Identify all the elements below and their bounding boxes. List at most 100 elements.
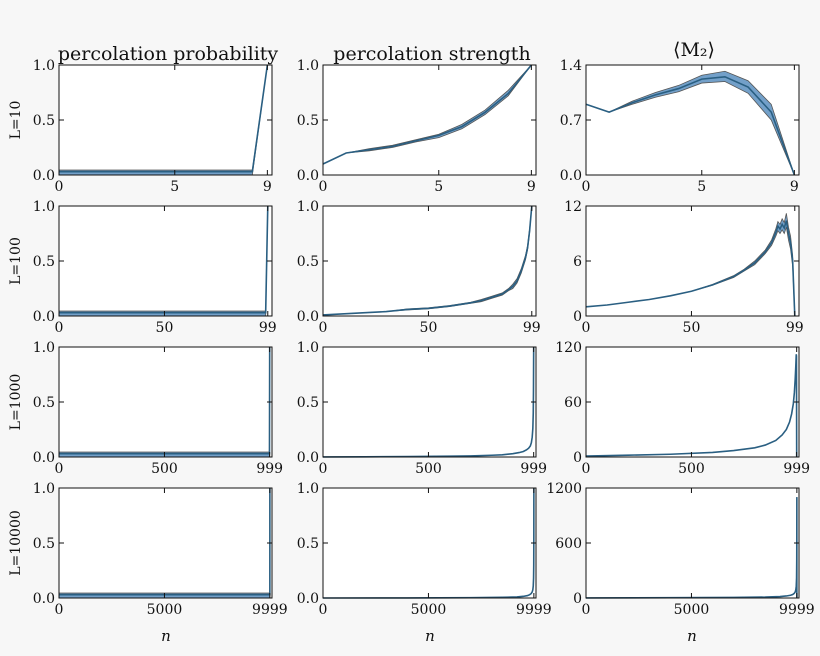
y-tick-label: 0 — [573, 309, 582, 325]
x-tick-label: 999 — [256, 461, 283, 477]
axes-frame — [585, 205, 800, 317]
x-tick-label: 5 — [697, 179, 706, 195]
y-tick-label: 1.0 — [297, 199, 319, 215]
x-tick-label: 5000 — [674, 602, 710, 618]
series-line-mean — [585, 354, 798, 458]
row-label-l10000: L=10000 — [8, 510, 24, 576]
x-tick-label: 0 — [55, 602, 64, 618]
x-tick-label: 99 — [259, 320, 277, 336]
x-tick-label: 5 — [170, 179, 179, 195]
y-tick-label: 0.0 — [560, 168, 582, 184]
x-tick-label: 50 — [156, 320, 174, 336]
axes-frame — [322, 64, 537, 176]
x-tick-label: 9 — [790, 179, 799, 195]
series-line-mean — [322, 205, 533, 316]
y-tick-label: 120 — [555, 340, 582, 356]
x-tick-label: 99 — [523, 320, 541, 336]
series-line-mean — [322, 64, 532, 165]
x-tick-label: 0 — [55, 461, 64, 477]
subplot-r3-c2: 0 5000 9999 0 600 1200 — [546, 481, 814, 618]
y-tick-label: 0.0 — [33, 450, 55, 466]
y-tick-label: 0.0 — [33, 309, 55, 325]
col-title-m2: ⟨M₂⟩ — [673, 39, 715, 61]
col-title-percolation-probability: percolation probability — [58, 43, 279, 65]
y-tick-label: 12 — [564, 199, 582, 215]
y-tick-label: 1.0 — [297, 58, 319, 74]
x-tick-label: 9999 — [779, 602, 815, 618]
y-tick-label: 60 — [564, 395, 582, 411]
x-tick-label: 9 — [527, 179, 536, 195]
subplot-r2-c0: 0 500 999 0.0 0.5 1.0 — [33, 340, 283, 477]
y-tick-label: 0.5 — [33, 395, 55, 411]
row-label-l10: L=10 — [8, 101, 24, 140]
series-line-mean — [322, 346, 535, 458]
y-tick-label: 0.7 — [560, 113, 582, 129]
x-tick-label: 500 — [151, 461, 178, 477]
y-tick-label: 1.0 — [33, 199, 55, 215]
x-tick-label: 50 — [683, 320, 701, 336]
y-tick-label: 0.0 — [297, 591, 319, 607]
x-tick-label: 9999 — [516, 602, 552, 618]
x-tick-label: 0 — [582, 320, 591, 336]
subplot-r2-c2: 0 500 999 0 60 120 — [555, 340, 810, 477]
y-tick-label: 0.5 — [297, 113, 319, 129]
y-tick-label: 0 — [573, 450, 582, 466]
y-tick-label: 0.0 — [33, 591, 55, 607]
y-tick-label: 1200 — [546, 481, 582, 497]
y-tick-label: 0.5 — [33, 254, 55, 270]
col-title-percolation-strength: percolation strength — [333, 43, 530, 65]
y-tick-label: 1.0 — [33, 340, 55, 356]
y-tick-label: 1.0 — [297, 481, 319, 497]
axes-frame — [585, 487, 800, 599]
x-tick-label: 0 — [582, 461, 591, 477]
y-tick-label: 0.5 — [297, 254, 319, 270]
y-tick-label: 0.5 — [33, 536, 55, 552]
y-tick-label: 1.0 — [33, 58, 55, 74]
x-tick-label: 0 — [319, 602, 328, 618]
x-tick-label: 5000 — [147, 602, 183, 618]
x-tick-label: 999 — [783, 461, 810, 477]
axes-frame — [58, 205, 273, 317]
series-line-mean — [585, 497, 798, 599]
x-tick-label: 500 — [678, 461, 705, 477]
axes-frame — [58, 487, 273, 599]
y-tick-label: 600 — [555, 536, 582, 552]
x-tick-label: 999 — [520, 461, 547, 477]
subplot-r1-c0: 0 50 99 0.0 0.5 1.0 — [33, 199, 277, 336]
subplot-r3-c1: 0 5000 9999 0.0 0.5 1.0 — [297, 481, 552, 618]
subplot-r0-c1: 0 5 9 0.0 0.5 1.0 — [297, 58, 537, 195]
y-tick-label: 0.0 — [297, 309, 319, 325]
row-label-l1000: L=1000 — [8, 374, 24, 431]
x-tick-label: 0 — [55, 179, 64, 195]
series-line-mean — [59, 64, 269, 173]
x-tick-label: 0 — [582, 602, 591, 618]
subplot-r0-c0: 0 5 9 0.0 0.5 1.0 — [33, 58, 273, 195]
y-tick-label: 0.0 — [297, 168, 319, 184]
x-tick-label: 5000 — [411, 602, 447, 618]
x-tick-label: 50 — [420, 320, 438, 336]
y-tick-label: 0 — [573, 591, 582, 607]
x-tick-label: 0 — [582, 179, 591, 195]
y-tick-label: 0.0 — [33, 168, 55, 184]
axes-frame — [58, 64, 273, 176]
y-tick-label: 1.0 — [33, 481, 55, 497]
series-line-mean — [585, 220, 796, 317]
subplot-grid: 0 5 90.00.51.00 5 90.00.51.00 5 90.00.71.40 50 9… — [33, 58, 815, 618]
axes-frame — [58, 346, 273, 458]
y-tick-label: 6 — [573, 254, 582, 270]
subplot-r3-c0: 0 5000 9999 0.0 0.5 1.0 — [33, 481, 288, 618]
axes-frame — [322, 205, 537, 317]
x-tick-label: 9 — [263, 179, 272, 195]
x-tick-label: 99 — [786, 320, 804, 336]
x-tick-label: 5 — [434, 179, 443, 195]
y-tick-label: 0.5 — [297, 536, 319, 552]
x-axis-label-col1: n — [161, 627, 171, 645]
x-tick-label: 0 — [319, 461, 328, 477]
x-axis-label-col2: n — [425, 627, 435, 645]
y-tick-label: 0.5 — [33, 113, 55, 129]
subplot-r1-c2: 0 50 99 0 6 12 — [564, 199, 804, 336]
subplot-r0-c2: 0 5 9 0.0 0.7 1.4 — [560, 58, 800, 195]
axes-frame — [585, 346, 800, 458]
subplot-r2-c1: 0 500 999 0.0 0.5 1.0 — [297, 340, 547, 477]
row-label-l100: L=100 — [8, 237, 24, 285]
